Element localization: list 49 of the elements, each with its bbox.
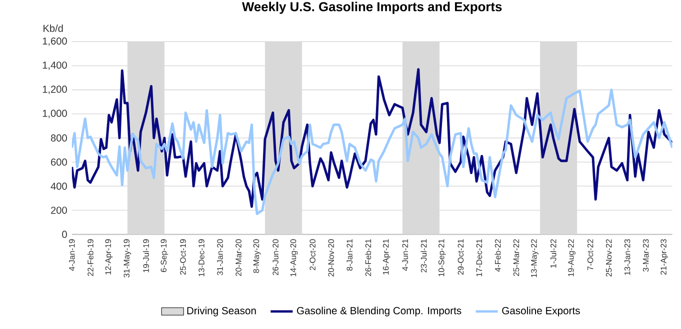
x-tick-label: 8-May-20 <box>253 239 261 273</box>
x-tick-label: 4-Jun-21 <box>402 239 408 271</box>
y-tick-label: 400 <box>50 182 67 190</box>
x-tick-label: 8-Jan-21 <box>346 239 352 271</box>
legend-label: Gasoline & Blending Comp. Imports <box>297 306 462 316</box>
y-tick-label: 1,600 <box>42 37 67 46</box>
x-tick-label: 25-Oct-19 <box>180 239 186 275</box>
y-tick-label: 1,400 <box>42 61 67 70</box>
x-tick-label: 22-Feb-19 <box>87 239 94 276</box>
x-tick-label: 20-Nov-20 <box>328 239 334 276</box>
x-tick-label: 17-Dec-21 <box>476 239 482 276</box>
y-tick-label: 1,000 <box>42 110 67 118</box>
x-tick-label: 19-Aug-22 <box>568 239 576 276</box>
x-tick-label: 12-Apr-19 <box>105 239 113 274</box>
x-tick-label: 14-Aug-20 <box>290 239 298 276</box>
legend-label: Driving Season <box>187 306 256 316</box>
y-axis-title: Kb/d <box>44 24 63 32</box>
legend-label: Gasoline Exports <box>502 306 580 316</box>
x-tick-label: 25-Nov-22 <box>606 239 612 276</box>
y-tick-label: 1,200 <box>42 86 67 94</box>
y-tick-label: 0 <box>62 230 67 238</box>
line-series <box>72 88 672 215</box>
x-tick-label: 4-Jan-19 <box>68 239 75 271</box>
x-tick-label: 4-Feb-22 <box>494 239 501 272</box>
y-tick-label: 600 <box>51 158 67 166</box>
x-tick-label: 13-Dec-19 <box>198 239 204 276</box>
line-series <box>72 68 672 208</box>
x-tick-label: 16-Apr-21 <box>382 239 390 274</box>
x-tick-label: 13-May-22 <box>531 239 538 278</box>
x-tick-label: 19-Jul-19 <box>142 239 149 272</box>
x-tick-label: 26-Jun-20 <box>272 239 278 276</box>
chart-title: Weekly U.S. Gasoline Imports and Exports <box>242 2 502 14</box>
y-tick-label: 200 <box>51 206 67 214</box>
x-tick-label: 21-Apr-23 <box>660 239 668 275</box>
x-tick-label: 31-Jan-20 <box>217 239 223 276</box>
y-tick-label: 800 <box>50 134 67 142</box>
x-tick-label: 1-Jul-22 <box>550 239 556 268</box>
x-tick-label: 23-Jul-21 <box>420 239 427 272</box>
x-tick-label: 6-Sep-19 <box>160 239 168 272</box>
x-tick-label: 10-Sep-21 <box>438 239 446 276</box>
x-tick-label: 20-Mar-20 <box>236 239 242 276</box>
x-tick-label: 2-Oct-20 <box>310 239 316 270</box>
x-tick-label: 29-Oct-21 <box>458 239 464 275</box>
x-tick-label: 31-May-19 <box>124 239 132 278</box>
x-tick-label: 25-Mar-22 <box>513 239 520 276</box>
x-tick-label: 13-Jan-23 <box>624 239 630 275</box>
x-tick-label: 26-Feb-21 <box>365 239 372 276</box>
x-tick-label: 7-Oct-22 <box>587 239 594 270</box>
x-tick-label: 3-Mar-23 <box>642 239 649 272</box>
